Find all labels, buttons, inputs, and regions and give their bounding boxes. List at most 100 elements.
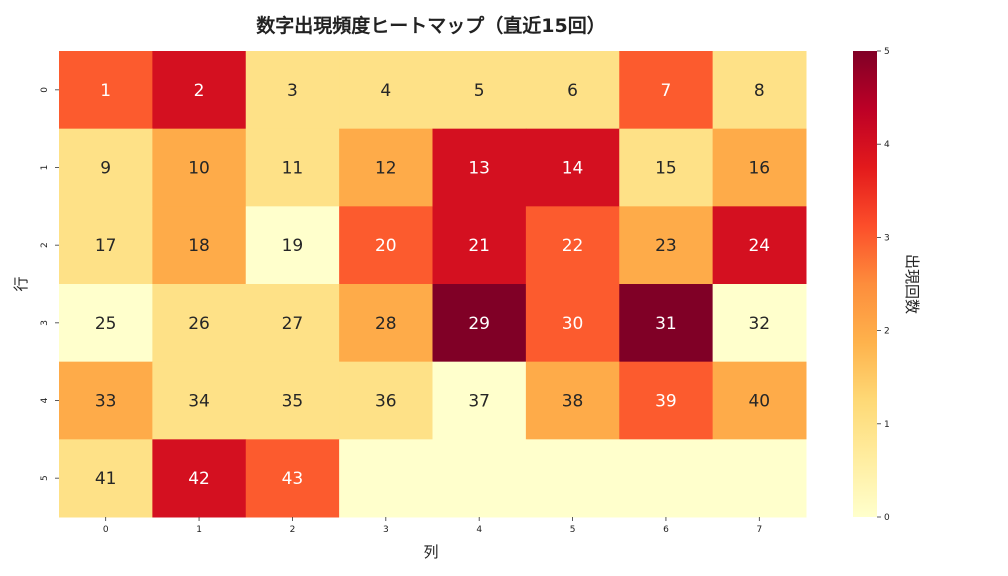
cell-label: 42	[188, 469, 210, 489]
colorbar-tick-label: 1	[884, 420, 890, 430]
cell-label: 9	[100, 159, 111, 179]
cell-label: 15	[655, 159, 677, 179]
x-tick-label: 0	[103, 525, 109, 535]
cell-label: 17	[95, 236, 117, 256]
cell-label: 2	[194, 81, 205, 101]
heatmap-cell	[245, 51, 340, 130]
x-tick-label: 3	[383, 525, 389, 535]
cell-label: 25	[95, 314, 117, 334]
heatmap-cell	[525, 128, 620, 207]
cell-label: 1	[100, 81, 111, 101]
cell-label: 40	[748, 392, 770, 412]
y-tick-label: 1	[40, 165, 50, 171]
cell-label: 12	[375, 159, 397, 179]
heatmap-cell	[152, 439, 247, 518]
cell-label: 35	[282, 392, 304, 412]
heatmap-cell	[245, 128, 340, 207]
heatmap-cell	[245, 206, 340, 285]
colorbar	[853, 51, 877, 517]
heatmap-cell	[432, 128, 527, 207]
cell-label: 23	[655, 236, 677, 256]
cell-label: 14	[562, 159, 584, 179]
cell-label: 18	[188, 236, 210, 256]
heatmap-cell	[712, 284, 807, 363]
cell-label: 3	[287, 81, 298, 101]
heatmap-cell	[432, 206, 527, 285]
cell-label: 11	[282, 159, 304, 179]
heatmap-cell	[59, 361, 153, 440]
cell-label: 37	[468, 392, 490, 412]
heatmap-cell	[525, 51, 620, 130]
heatmap-cell	[339, 439, 433, 518]
heatmap-cell	[619, 128, 714, 207]
cell-label: 24	[748, 236, 770, 256]
heatmap-cell	[59, 206, 153, 285]
cell-label: 34	[188, 392, 210, 412]
cell-label: 41	[95, 469, 117, 489]
colorbar-label: 出現回数	[903, 254, 921, 314]
heatmap-cell	[525, 284, 620, 363]
x-tick-label: 5	[570, 525, 576, 535]
cell-label: 4	[380, 81, 391, 101]
x-tick-label: 6	[663, 525, 669, 535]
y-tick-label: 5	[40, 475, 50, 481]
cell-label: 5	[474, 81, 485, 101]
chart-title: 数字出現頻度ヒートマップ（直近15回）	[256, 14, 605, 37]
x-axis-label: 列	[423, 543, 438, 561]
heatmap-cell	[712, 51, 807, 130]
heatmap-cell	[339, 51, 433, 130]
heatmap-cell	[152, 51, 247, 130]
cell-label: 29	[468, 314, 490, 334]
x-axis-ticks: 0 1 2 3 4 5 6 7	[103, 517, 762, 535]
heatmap-cell	[245, 439, 340, 518]
cell-label: 36	[375, 392, 397, 412]
colorbar-tick-label: 5	[884, 47, 890, 57]
heatmap-cell	[619, 206, 714, 285]
cell-label: 31	[655, 314, 677, 334]
heatmap-cell	[712, 128, 807, 207]
y-tick-label: 3	[40, 320, 50, 326]
cell-label: 39	[655, 392, 677, 412]
cell-label: 10	[188, 159, 210, 179]
heatmap-cell	[712, 206, 807, 285]
cell-label: 20	[375, 236, 397, 256]
heatmap-cell	[59, 128, 153, 207]
x-tick-label: 2	[290, 525, 296, 535]
heatmap-cell	[339, 128, 433, 207]
cell-label: 38	[562, 392, 584, 412]
heatmap-cell	[619, 361, 714, 440]
y-tick-label: 0	[40, 87, 50, 93]
cell-label: 30	[562, 314, 584, 334]
heatmap-cell	[432, 439, 527, 518]
cell-label: 32	[748, 314, 770, 334]
y-axis-label: 行	[12, 276, 30, 291]
heatmap-cell	[339, 361, 433, 440]
colorbar-tick-label: 3	[884, 233, 890, 243]
heatmap-cell	[525, 439, 620, 518]
cell-label: 33	[95, 392, 117, 412]
cell-label: 6	[567, 81, 578, 101]
heatmap-cell	[339, 284, 433, 363]
heatmap-cell	[59, 51, 153, 130]
y-tick-label: 4	[40, 397, 50, 403]
heatmap-cell	[712, 439, 807, 518]
cell-label: 43	[282, 469, 304, 489]
cell-label: 13	[468, 159, 490, 179]
heatmap-cell	[245, 361, 340, 440]
heatmap-cell	[712, 361, 807, 440]
heatmap-cell	[59, 439, 153, 518]
heatmap-cell	[619, 439, 714, 518]
x-tick-label: 1	[196, 525, 202, 535]
y-tick-label: 2	[40, 242, 50, 248]
cell-label: 27	[282, 314, 304, 334]
heatmap-cell	[152, 284, 247, 363]
cell-label: 21	[468, 236, 490, 256]
heatmap-cell	[619, 51, 714, 130]
heatmap-cell	[432, 284, 527, 363]
cell-label: 19	[282, 236, 304, 256]
heatmap-cell	[59, 284, 153, 363]
y-axis-ticks: 0 1 2 3 4 5	[40, 87, 59, 481]
colorbar-tick-label: 2	[884, 327, 890, 337]
